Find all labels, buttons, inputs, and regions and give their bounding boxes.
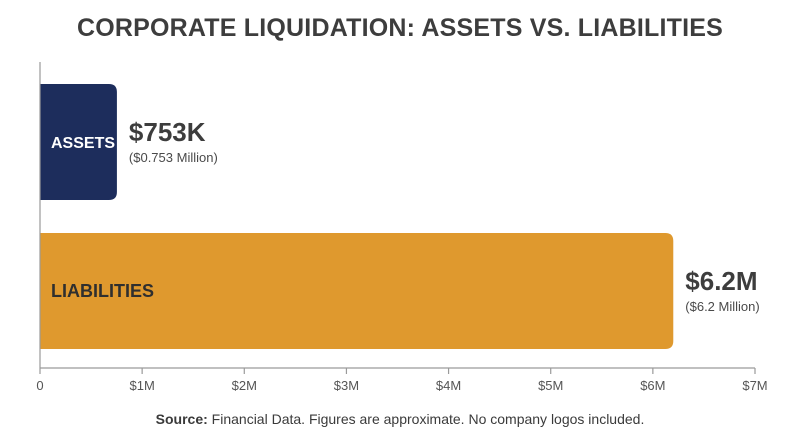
source-text: Financial Data. Figures are approximate.… bbox=[211, 411, 645, 427]
x-tick-label: $2M bbox=[232, 378, 257, 393]
x-tick-label: $3M bbox=[334, 378, 359, 393]
x-tick-label: $7M bbox=[742, 378, 767, 393]
x-tick-label: $5M bbox=[538, 378, 563, 393]
bar-liabilities bbox=[40, 233, 674, 349]
bar-label-assets: ASSETS bbox=[51, 135, 115, 152]
value-label-assets: $753K bbox=[129, 117, 206, 147]
chart-title: CORPORATE LIQUIDATION: ASSETS VS. LIABIL… bbox=[76, 14, 724, 42]
bar-assets bbox=[40, 84, 117, 200]
x-tick-label: 0 bbox=[36, 378, 43, 393]
value-sublabel-assets: ($0.753 Million) bbox=[129, 150, 218, 165]
value-label-liabilities: $6.2M bbox=[685, 266, 757, 296]
value-sublabel-liabilities: ($6.2 Million) bbox=[685, 299, 759, 314]
x-tick-label: $4M bbox=[436, 378, 461, 393]
x-tick-label: $6M bbox=[640, 378, 665, 393]
bar-label-liabilities: LIABILITIES bbox=[51, 281, 154, 301]
x-tick-label: $1M bbox=[129, 378, 154, 393]
bar-chart: ASSETS $753K ($0.753 Million) LIABILITIES $6… bbox=[36, 62, 768, 393]
source-note: Source: Financial Data. Figures are appr… bbox=[0, 411, 800, 427]
source-label: Source: bbox=[155, 411, 208, 427]
